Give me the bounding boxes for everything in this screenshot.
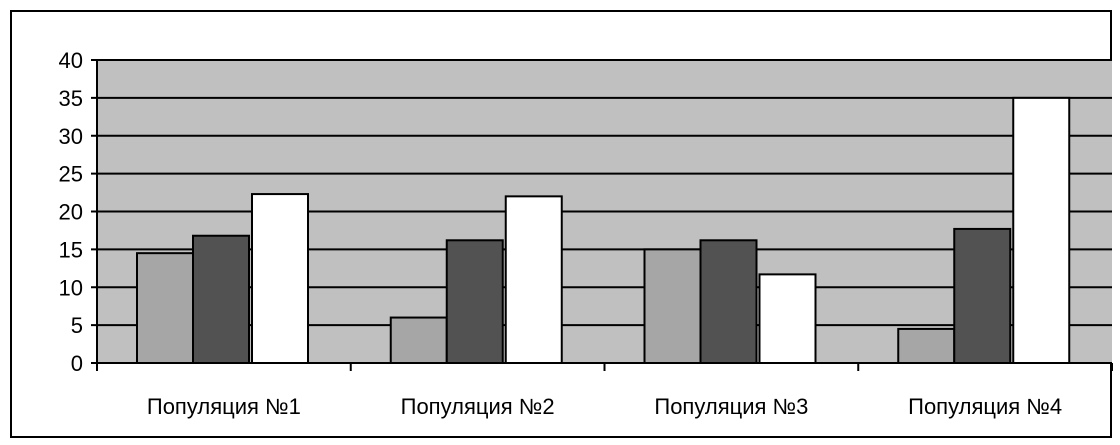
category-label: Популяция №4	[908, 394, 1062, 419]
bar	[504, 195, 563, 364]
bar	[192, 234, 250, 365]
category-label: Популяция №1	[147, 394, 301, 419]
bars	[136, 96, 1071, 365]
y-tick-label: 30	[59, 124, 83, 149]
y-tick-label: 15	[59, 237, 83, 262]
axes	[91, 60, 1113, 371]
bar	[1012, 96, 1071, 364]
y-tick-labels: 0 5 10 15 20 25 30 35 40	[59, 48, 83, 376]
y-tick-label: 40	[59, 48, 83, 73]
y-tick-label: 5	[71, 313, 83, 338]
bar	[136, 252, 194, 365]
y-tick-label: 0	[71, 351, 83, 376]
bar	[643, 248, 702, 364]
y-tick-label: 35	[59, 86, 83, 111]
y-tick-label: 20	[59, 200, 83, 225]
bar	[445, 239, 504, 364]
bar	[699, 239, 758, 364]
y-tick-label: 25	[59, 162, 83, 187]
bar	[953, 227, 1012, 364]
category-label: Популяция №3	[654, 394, 808, 419]
x-category-labels: Популяция №1 Популяция №2 Популяция №3 Попу…	[147, 394, 1062, 419]
bar	[758, 273, 817, 364]
y-tick-label: 10	[59, 275, 83, 300]
bar	[389, 316, 448, 364]
category-label: Популяция №2	[401, 394, 555, 419]
bar	[897, 327, 956, 365]
bar	[251, 193, 309, 364]
